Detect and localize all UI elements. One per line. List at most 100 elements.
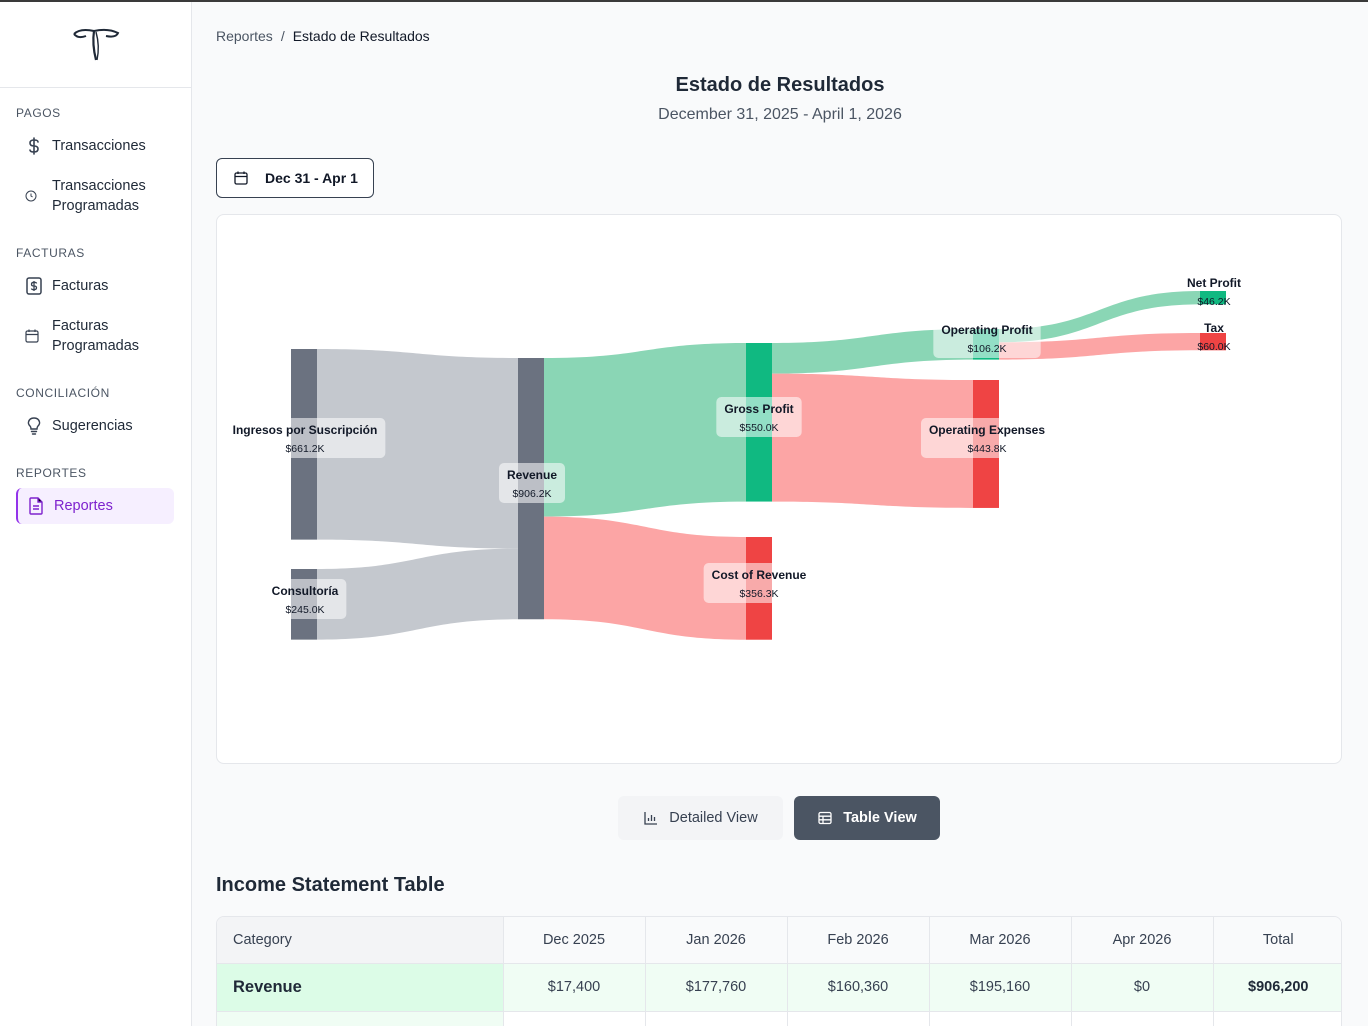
sankey-chart: Ingresos por Suscripción $661.2K Consultor…: [224, 276, 1241, 640]
sankey-node-name: Net Profit: [1187, 276, 1241, 290]
sankey-label-background: [263, 579, 347, 619]
column-header-apr-2026: Apr 2026: [1071, 917, 1214, 964]
sidebar-item-label: Reportes: [54, 498, 113, 514]
sankey-node-value: $443.8K: [967, 443, 1006, 455]
sankey-label-background: [716, 397, 802, 437]
sidebar-item-transacciones[interactable]: Transacciones: [16, 128, 175, 164]
table-cell: $177,760: [645, 963, 788, 1012]
main-content: Reportes / Estado de Resultados Estado de …: [192, 2, 1368, 1026]
table-icon: [817, 810, 833, 826]
table-cell: [1213, 1011, 1341, 1026]
table-cell: $195,160: [929, 963, 1072, 1012]
sankey-node-name: Revenue: [507, 468, 557, 482]
sidebar-item-reportes[interactable]: Reportes: [16, 488, 174, 524]
sankey-link-gp-opex[interactable]: [772, 373, 973, 508]
invoice-icon: [24, 276, 52, 296]
sankey-label-background: [498, 463, 566, 503]
sankey-link-cons-rev[interactable]: [317, 548, 518, 640]
breadcrumb-separator: /: [280, 28, 285, 44]
date-range-label: Dec 31 - Apr 1: [265, 170, 358, 186]
column-header-dec-2025: Dec 2025: [503, 917, 646, 964]
date-range-button[interactable]: Dec 31 - Apr 1: [216, 158, 374, 198]
clock-icon: [24, 189, 52, 203]
table-cell: [929, 1011, 1072, 1026]
sankey-link-rev-cor[interactable]: [544, 516, 746, 640]
sidebar: PAGOS Transacciones Transacciones Progra…: [0, 2, 192, 1026]
sankey-node-name: Tax: [1204, 321, 1224, 335]
table-view-label: Table View: [843, 810, 917, 826]
sankey-link-subs-rev[interactable]: [317, 349, 518, 549]
sankey-node-name: Cost of Revenue: [712, 568, 807, 582]
sidebar-item-label: Sugerencias: [52, 418, 133, 434]
sidebar-item-label: Transacciones: [52, 138, 146, 154]
page-subtitle: December 31, 2025 - April 1, 2026: [658, 106, 902, 123]
table-cell: $160,360: [787, 963, 930, 1012]
lightbulb-icon: [24, 416, 52, 436]
table-view-button[interactable]: Table View: [794, 796, 940, 840]
income-statement-table: Category Dec 2025 Jan 2026 Feb 2026 Mar …: [216, 916, 1342, 1026]
file-text-icon: [26, 496, 54, 516]
table-row[interactable]: Revenue $17,400 $177,760 $160,360 $195,1…: [217, 963, 1341, 1012]
sankey-node-value: $356.3K: [739, 588, 778, 600]
detailed-view-label: Detailed View: [669, 810, 758, 826]
sankey-node-name: Consultoría: [272, 584, 339, 598]
sankey-node-value: $106.2K: [967, 343, 1006, 355]
sankey-link-op-np[interactable]: [999, 291, 1200, 343]
sidebar-item-facturas-programadas[interactable]: Facturas Programadas: [16, 308, 175, 364]
table-cell: $0: [1071, 963, 1214, 1012]
sankey-node-value: $661.2K: [285, 443, 324, 455]
breadcrumb-parent-link[interactable]: Reportes: [216, 28, 273, 44]
sankey-node-name: Operating Expenses: [929, 423, 1045, 437]
sankey-node-name: Gross Profit: [724, 402, 793, 416]
sankey-node-value: $245.0K: [285, 604, 324, 616]
sankey-link-gp-op[interactable]: [772, 329, 973, 374]
sankey-node-value: $550.0K: [739, 422, 778, 434]
sankey-label-background: [224, 418, 386, 458]
table-row[interactable]: [217, 1011, 1341, 1026]
column-header-mar-2026: Mar 2026: [929, 917, 1072, 964]
sankey-label-np: Net Profit $46.2K: [1187, 276, 1241, 308]
sankey-label-cons: Consultoría $245.0K: [263, 579, 347, 619]
column-header-feb-2026: Feb 2026: [787, 917, 930, 964]
sidebar-item-transacciones-programadas[interactable]: Transacciones Programadas: [16, 168, 175, 224]
brand-logo-icon[interactable]: [70, 26, 122, 64]
sankey-label-opex: Operating Expenses $443.8K: [920, 418, 1054, 458]
sankey-node-tax[interactable]: [1200, 333, 1226, 351]
table-cell: [1071, 1011, 1214, 1026]
section-label-facturas: FACTURAS: [16, 246, 85, 260]
table-cell-category: [217, 1011, 504, 1026]
sankey-chart-card: Ingresos por Suscripción $661.2K Consultor…: [216, 214, 1342, 764]
sankey-label-background: [703, 563, 815, 603]
logo-area: [0, 2, 191, 88]
sankey-label-rev: Revenue $906.2K: [498, 463, 566, 503]
table-title: Income Statement Table: [216, 874, 445, 896]
sidebar-item-label: Facturas Programadas: [52, 318, 140, 354]
section-label-conciliacion: CONCILIACIÓN: [16, 386, 110, 400]
table-cell-category: Revenue: [217, 963, 504, 1012]
bar-chart-icon: [643, 810, 659, 826]
table-cell: $17,400: [503, 963, 646, 1012]
sankey-label-tax: Tax $60.0K: [1197, 321, 1230, 353]
calendar-icon: [24, 328, 52, 344]
detailed-view-button[interactable]: Detailed View: [618, 796, 783, 840]
sankey-node-value: $46.2K: [1197, 296, 1230, 308]
breadcrumb-current: Estado de Resultados: [292, 28, 430, 44]
sankey-label-gp: Gross Profit $550.0K: [716, 397, 802, 437]
sidebar-item-label: Facturas: [52, 278, 109, 294]
sankey-node-value: $906.2K: [512, 488, 551, 500]
sidebar-item-sugerencias[interactable]: Sugerencias: [16, 408, 175, 444]
section-label-pagos: PAGOS: [16, 106, 61, 120]
sankey-link-op-tax[interactable]: [999, 333, 1200, 360]
sankey-node-np[interactable]: [1200, 291, 1226, 305]
column-header-total: Total: [1213, 917, 1341, 964]
breadcrumb: Reportes / Estado de Resultados: [216, 28, 430, 44]
calendar-icon: [233, 170, 249, 186]
sankey-link-rev-gp[interactable]: [544, 343, 746, 517]
table-cell-total: $906,200: [1213, 963, 1341, 1012]
table-cell: [645, 1011, 788, 1026]
table-header-row: Category Dec 2025 Jan 2026 Feb 2026 Mar …: [217, 917, 1341, 964]
sidebar-item-facturas[interactable]: Facturas: [16, 268, 175, 304]
table-cell: [787, 1011, 930, 1026]
page-title: Estado de Resultados: [675, 74, 885, 96]
sankey-label-background: [920, 418, 1054, 458]
